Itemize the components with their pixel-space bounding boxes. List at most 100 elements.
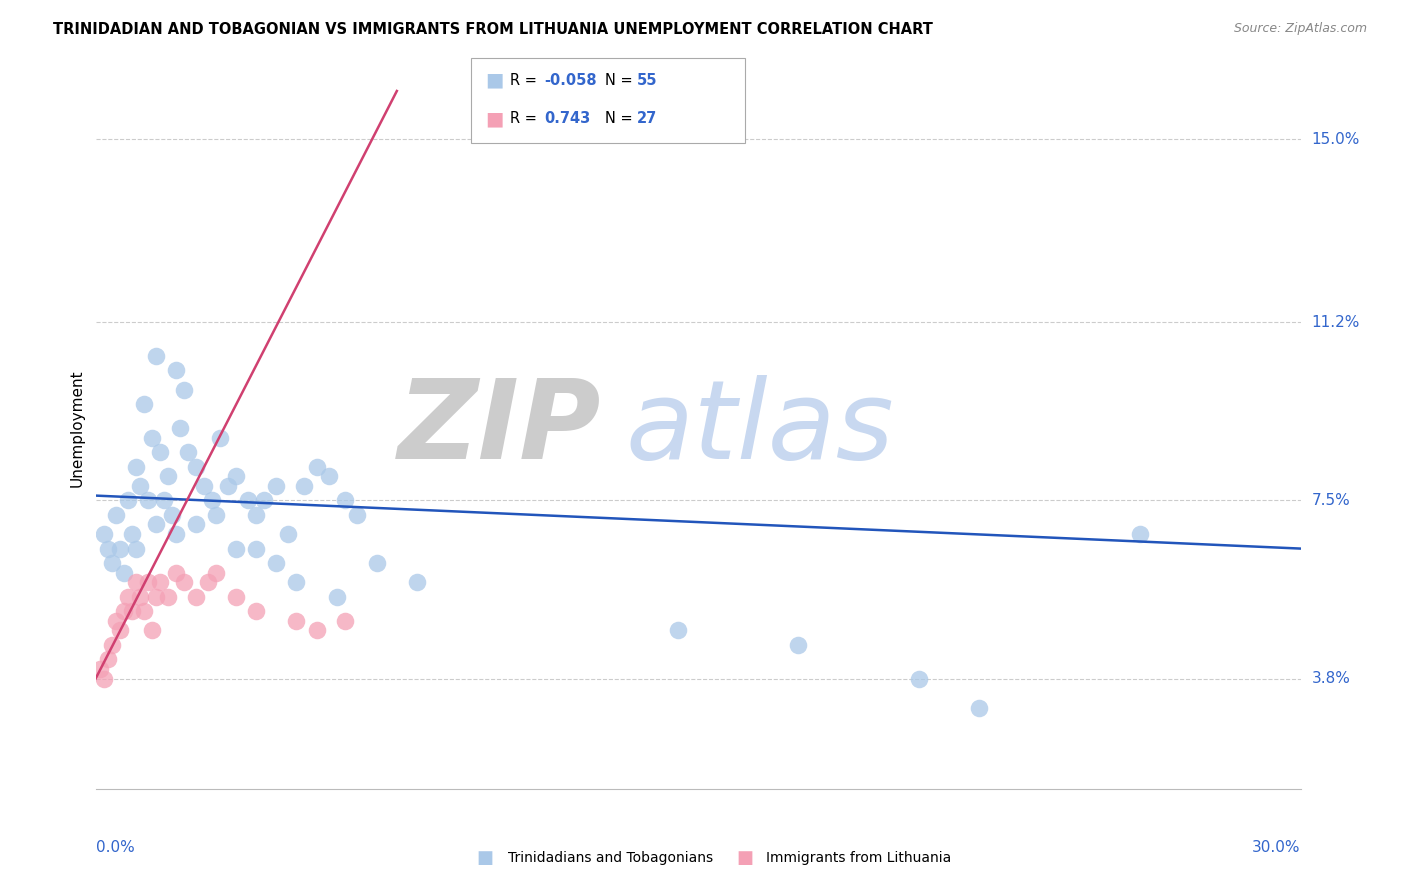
Point xyxy=(132,397,155,411)
Point xyxy=(209,431,232,445)
Point xyxy=(325,590,347,604)
Point xyxy=(908,672,931,686)
Text: atlas: atlas xyxy=(626,375,894,482)
Point xyxy=(117,590,139,604)
Point xyxy=(132,604,155,618)
Point xyxy=(201,493,224,508)
Text: 0.0%: 0.0% xyxy=(96,840,135,855)
Point xyxy=(125,541,148,556)
Text: ■: ■ xyxy=(737,849,754,867)
Point xyxy=(117,493,139,508)
Text: 7.5%: 7.5% xyxy=(1312,493,1350,508)
Point xyxy=(225,469,247,483)
Point xyxy=(160,508,183,522)
Point xyxy=(285,614,308,628)
Point xyxy=(108,541,131,556)
Text: N =: N = xyxy=(605,112,637,126)
Point xyxy=(145,517,167,532)
Point xyxy=(305,624,328,638)
Point xyxy=(197,575,219,590)
Point xyxy=(177,445,200,459)
Point xyxy=(1129,527,1152,541)
Point xyxy=(125,459,148,474)
Point xyxy=(156,590,179,604)
Point xyxy=(205,566,228,580)
Point xyxy=(121,527,143,541)
Text: 27: 27 xyxy=(637,112,657,126)
Point xyxy=(104,508,127,522)
Y-axis label: Unemployment: Unemployment xyxy=(69,369,84,487)
Point xyxy=(108,624,131,638)
Text: ■: ■ xyxy=(477,849,494,867)
Point xyxy=(277,527,299,541)
Point xyxy=(112,604,135,618)
Point xyxy=(97,541,120,556)
Text: 3.8%: 3.8% xyxy=(1312,671,1351,686)
Text: Immigrants from Lithuania: Immigrants from Lithuania xyxy=(766,851,952,865)
Text: N =: N = xyxy=(605,73,637,87)
Text: 55: 55 xyxy=(637,73,658,87)
Point xyxy=(225,541,247,556)
Point xyxy=(104,614,127,628)
Point xyxy=(89,662,111,676)
Point xyxy=(93,672,115,686)
Point xyxy=(787,638,810,652)
Point xyxy=(128,590,150,604)
Text: R =: R = xyxy=(510,73,541,87)
Point xyxy=(100,556,122,570)
Point xyxy=(165,363,187,377)
Point xyxy=(245,541,267,556)
Text: 15.0%: 15.0% xyxy=(1312,132,1360,146)
Point xyxy=(294,479,316,493)
Text: Trinidadians and Tobagonians: Trinidadians and Tobagonians xyxy=(508,851,713,865)
Text: 11.2%: 11.2% xyxy=(1312,315,1360,330)
Point xyxy=(217,479,239,493)
Point xyxy=(285,575,308,590)
Point xyxy=(141,624,163,638)
Point xyxy=(173,383,195,397)
Text: TRINIDADIAN AND TOBAGONIAN VS IMMIGRANTS FROM LITHUANIA UNEMPLOYMENT CORRELATION: TRINIDADIAN AND TOBAGONIAN VS IMMIGRANTS… xyxy=(53,22,934,37)
Point xyxy=(225,590,247,604)
Point xyxy=(967,700,990,714)
Point xyxy=(125,575,148,590)
Point xyxy=(141,431,163,445)
Text: 0.743: 0.743 xyxy=(544,112,591,126)
Point xyxy=(165,566,187,580)
Point xyxy=(121,604,143,618)
Text: ■: ■ xyxy=(485,70,503,90)
Point xyxy=(333,614,356,628)
Point xyxy=(245,508,267,522)
Point xyxy=(165,527,187,541)
Point xyxy=(149,575,172,590)
Point xyxy=(245,604,267,618)
Point xyxy=(156,469,179,483)
Text: Source: ZipAtlas.com: Source: ZipAtlas.com xyxy=(1233,22,1367,36)
Point xyxy=(346,508,368,522)
Text: ■: ■ xyxy=(485,109,503,128)
Point xyxy=(406,575,429,590)
Text: R =: R = xyxy=(510,112,541,126)
Point xyxy=(112,566,135,580)
Point xyxy=(266,556,288,570)
Point xyxy=(666,624,689,638)
Point xyxy=(145,349,167,363)
Point xyxy=(318,469,340,483)
Point xyxy=(169,421,191,435)
Text: ZIP: ZIP xyxy=(398,375,602,482)
Point xyxy=(100,638,122,652)
Point xyxy=(184,590,207,604)
Point xyxy=(266,479,288,493)
Point xyxy=(193,479,215,493)
Point xyxy=(149,445,172,459)
Point xyxy=(333,493,356,508)
Point xyxy=(205,508,228,522)
Text: 30.0%: 30.0% xyxy=(1253,840,1301,855)
Point xyxy=(136,493,159,508)
Point xyxy=(153,493,176,508)
Point xyxy=(128,479,150,493)
Point xyxy=(366,556,388,570)
Point xyxy=(184,459,207,474)
Point xyxy=(93,527,115,541)
Point xyxy=(136,575,159,590)
Point xyxy=(145,590,167,604)
